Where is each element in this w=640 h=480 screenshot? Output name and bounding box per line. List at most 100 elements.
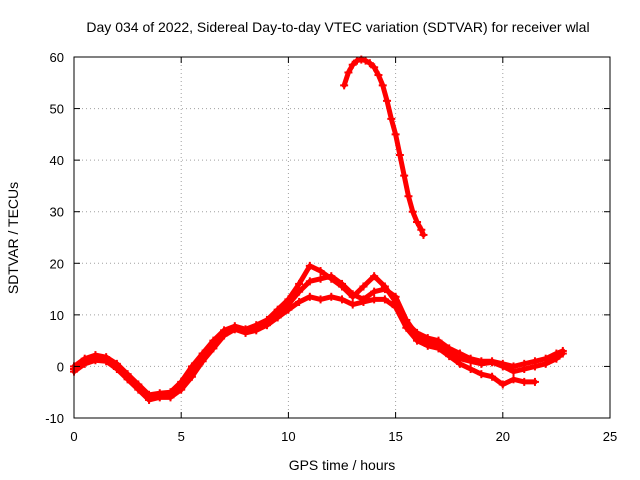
data-point <box>370 63 379 72</box>
data-point <box>370 272 379 281</box>
data-point <box>316 267 325 276</box>
data-point <box>383 96 392 105</box>
data-point <box>348 292 357 301</box>
chart-title: Day 034 of 2022, Sidereal Day-to-day VTE… <box>86 19 589 35</box>
x-tick-label: 5 <box>178 429 185 444</box>
plot-frame <box>73 56 611 419</box>
data-point <box>187 362 196 371</box>
data-point <box>316 295 325 304</box>
data-point <box>177 377 186 386</box>
data-point <box>530 357 539 366</box>
data-point <box>316 274 325 283</box>
data-point <box>374 71 383 80</box>
data-point <box>509 375 518 384</box>
data-point <box>252 326 261 335</box>
data-point <box>395 150 404 159</box>
data-point <box>112 365 121 374</box>
data-point <box>391 130 400 139</box>
data-point <box>340 81 349 90</box>
data-point <box>380 282 389 291</box>
y-tick-label: -10 <box>45 411 64 426</box>
y-tick-label: 20 <box>50 256 64 271</box>
data-point <box>404 192 413 201</box>
data-point <box>380 295 389 304</box>
data-point <box>434 336 443 345</box>
data-point <box>477 357 486 366</box>
data-point <box>361 56 370 65</box>
data-point <box>102 357 111 366</box>
data-point <box>445 352 454 361</box>
data-point <box>378 81 387 90</box>
x-tick-label: 0 <box>70 429 77 444</box>
data-point <box>134 385 143 394</box>
series-group <box>70 55 567 404</box>
data-point <box>365 59 374 68</box>
series-line-track-a <box>71 273 566 400</box>
data-point <box>123 375 132 384</box>
data-point <box>273 313 282 322</box>
data-point <box>413 328 422 337</box>
data-point <box>370 295 379 304</box>
data-point <box>520 377 529 386</box>
data-point <box>353 56 362 65</box>
data-point <box>417 225 426 234</box>
data-point <box>520 359 529 368</box>
data-point <box>498 380 507 389</box>
data-point <box>423 334 432 343</box>
data-point <box>445 344 454 353</box>
data-point <box>338 295 346 304</box>
data-point <box>91 356 100 365</box>
data-point <box>305 261 314 270</box>
data-point <box>359 297 368 306</box>
data-point <box>387 114 396 123</box>
data-point <box>408 207 417 216</box>
data-point <box>327 292 336 301</box>
data-point <box>187 372 196 381</box>
data-point <box>198 349 207 358</box>
data-point <box>402 323 411 332</box>
data-point <box>413 218 422 227</box>
data-point <box>305 292 314 301</box>
data-point <box>541 354 550 363</box>
data-point <box>359 282 368 291</box>
y-tick-label: 10 <box>50 308 64 323</box>
x-axis-label: GPS time / hours <box>289 457 396 473</box>
data-point <box>434 344 443 353</box>
data-point <box>466 365 475 374</box>
data-point <box>423 341 432 350</box>
data-point <box>348 300 357 309</box>
y-tick-label: 30 <box>50 205 64 220</box>
axis-ticks: 0 5 10 15 20 25 -10 0 10 20 30 40 50 60 <box>45 50 617 444</box>
grid <box>74 57 610 418</box>
data-point <box>552 349 561 358</box>
data-point <box>327 274 336 283</box>
data-point <box>530 377 539 386</box>
data-point <box>477 370 486 379</box>
data-point <box>209 344 218 353</box>
data-point <box>80 359 89 368</box>
data-point <box>209 336 218 345</box>
data-point <box>344 68 353 77</box>
x-tick-label: 20 <box>496 429 510 444</box>
data-point <box>391 303 400 312</box>
data-point <box>498 359 507 368</box>
x-tick-label: 25 <box>603 429 617 444</box>
data-point <box>241 328 250 337</box>
data-point <box>455 359 464 368</box>
data-point <box>273 305 282 314</box>
data-point <box>455 349 464 358</box>
data-point <box>155 393 164 402</box>
data-point <box>284 295 293 304</box>
data-point <box>413 336 422 345</box>
data-point <box>295 279 304 288</box>
y-tick-label: 50 <box>50 102 64 117</box>
data-point <box>145 395 154 404</box>
data-point <box>558 346 567 355</box>
data-point <box>262 321 271 330</box>
data-point <box>338 282 346 291</box>
data-point <box>348 60 357 69</box>
y-tick-label: 0 <box>57 359 64 374</box>
data-point <box>370 287 379 296</box>
data-point <box>284 305 293 314</box>
